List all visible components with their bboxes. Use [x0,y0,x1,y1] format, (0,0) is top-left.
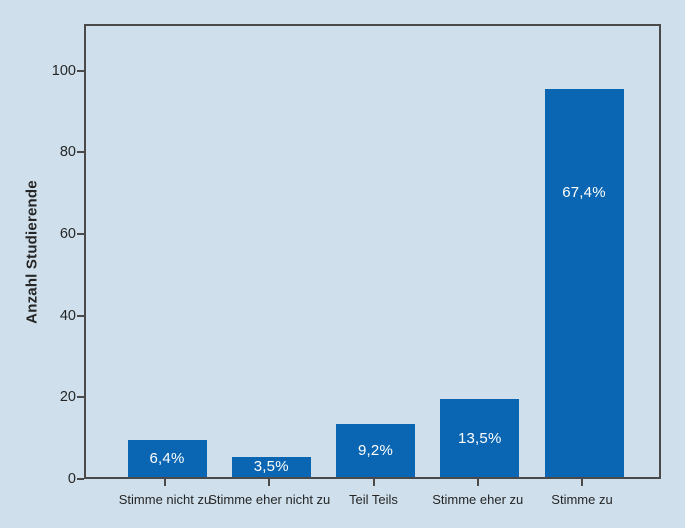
y-axis-tick-label: 0 [67,471,76,487]
x-category-label: Teil Teils [349,492,398,507]
bar: 6,4% [127,440,207,477]
x-category-label: Stimme zu [551,492,613,507]
bar-value-label: 3,5% [253,458,289,476]
y-axis-tick-label: 60 [59,225,76,242]
y-axis-tick-label: 100 [51,62,76,79]
x-axis-tick [164,479,166,486]
y-axis-tick [77,396,84,399]
bar: 67,4% [544,88,624,477]
y-axis-tick [77,151,84,154]
bar-value-label: 6,4% [149,450,185,468]
bar-value-label: 9,2% [358,441,393,459]
plot-area: 6,4% 3,5% 9,2% 13,5% 67,4% [84,24,661,479]
y-axis-tick [77,232,84,235]
y-axis-tick [77,314,84,317]
x-axis-tick [268,479,271,486]
x-axis-tick [581,479,583,486]
x-category-label: Stimme nicht zu [118,492,212,507]
y-axis-tick-label: 40 [59,307,76,324]
x-category-label: Stimme eher zu [432,492,524,507]
y-axis-title: Anzahl Studierende [23,180,41,324]
bar-value-label: 67,4% [562,183,606,201]
y-axis-tick-label: 20 [59,389,76,406]
y-axis-tick [77,478,84,480]
bar: 9,2% [336,423,415,477]
x-axis-tick [372,479,375,486]
x-category-label: Stimme eher nicht zu [208,492,331,507]
x-axis-tick [476,479,479,486]
bar: 13,5% [440,399,520,477]
bar: 3,5% [231,456,311,477]
bar-value-label: 13,5% [457,429,502,447]
y-axis-tick-label: 80 [59,144,76,161]
y-axis-tick [77,69,84,72]
